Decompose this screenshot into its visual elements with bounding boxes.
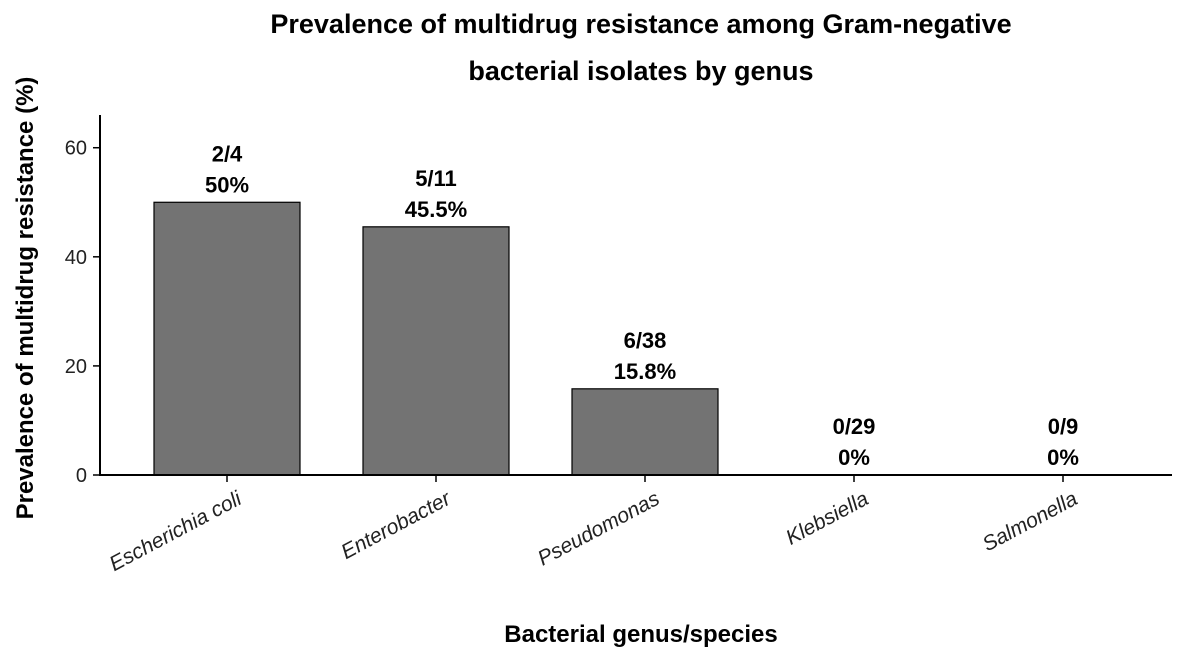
count-label-2: 6/38: [624, 328, 667, 353]
bar-2: [571, 388, 719, 476]
chart-title-line-1: Prevalence of multidrug resistance among…: [270, 9, 1011, 39]
percent-label-1: 45.5%: [405, 197, 467, 222]
bars-group: [153, 201, 719, 476]
x-tick-label-1: Enterobacter: [337, 487, 455, 564]
x-tick-label-4: Salmonella: [979, 487, 1082, 556]
percent-label-2: 15.8%: [614, 359, 676, 384]
count-label-1: 5/11: [415, 166, 457, 191]
x-tick-label-3: Klebsiella: [782, 487, 872, 550]
count-label-4: 0/9: [1048, 414, 1079, 439]
bar-0: [153, 201, 301, 476]
y-tick-label-1: 20: [65, 356, 87, 378]
percent-label-4: 0%: [1047, 445, 1079, 470]
percent-label-0: 50%: [205, 172, 249, 197]
x-tick-label-2: Pseudomonas: [534, 487, 664, 571]
x-axis-title: Bacterial genus/species: [504, 621, 777, 648]
data-labels-group: 2/4 50% 5/11 45.5% 6/38 15.8% 0/29 0% 0/9 0%: [205, 141, 1079, 470]
chart-title-line-2: bacterial isolates by genus: [468, 56, 813, 86]
bar-1: [362, 226, 510, 476]
y-tick-label-0: 0: [76, 465, 87, 487]
y-ticks-group: 0 20 40 60: [65, 138, 100, 487]
x-tick-label-0: Escherichia coli: [106, 486, 247, 575]
x-ticks-group: Escherichia coli Enterobacter Pseudomonas K…: [106, 475, 1082, 576]
count-label-0: 2/4: [212, 141, 243, 166]
percent-label-3: 0%: [838, 445, 870, 470]
y-tick-label-3: 60: [65, 138, 87, 160]
count-label-3: 0/29: [833, 414, 876, 439]
y-axis-title: Prevalence of multidrug resistance (%): [12, 77, 39, 520]
y-tick-label-2: 40: [65, 247, 87, 269]
